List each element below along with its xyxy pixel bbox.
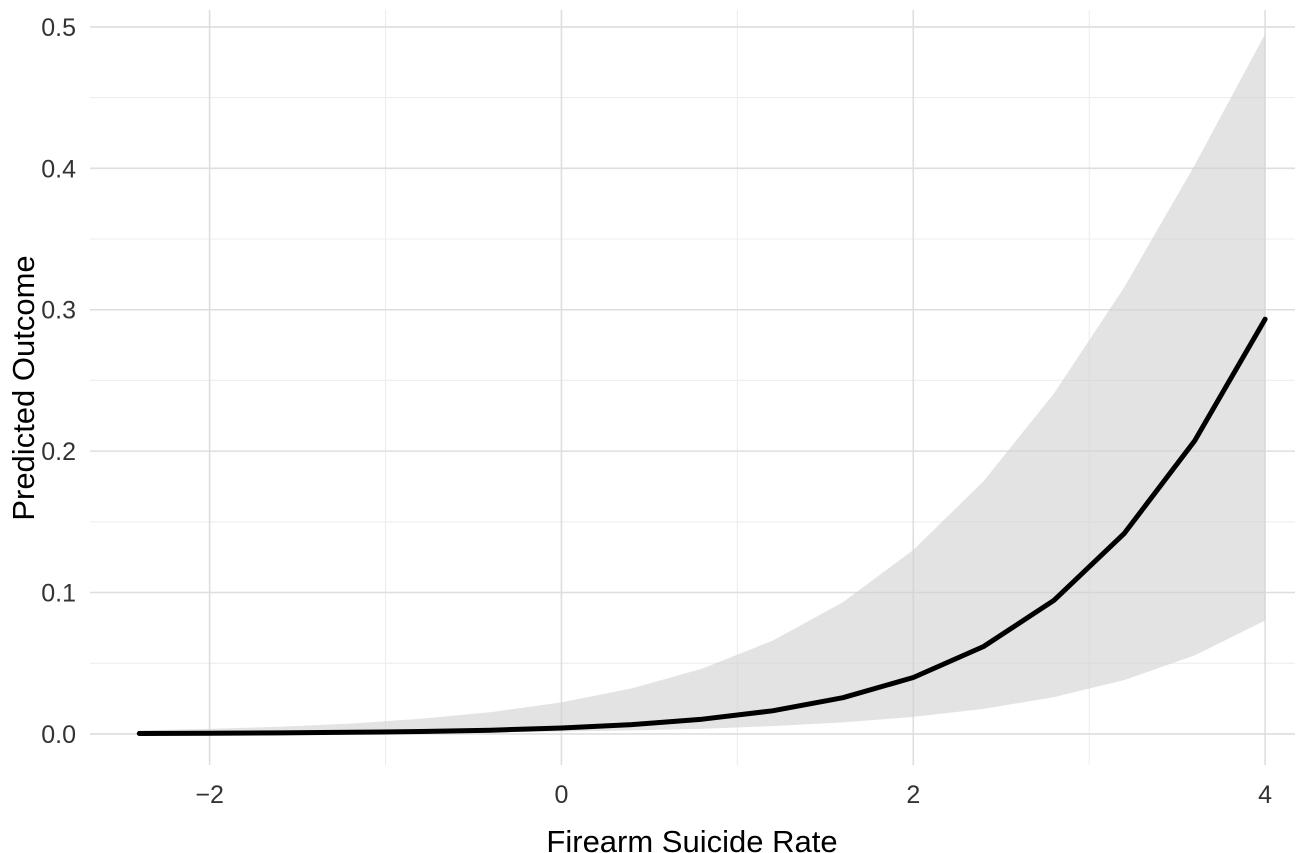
y-tick-label: 0.0	[41, 721, 76, 749]
fit-line	[136, 316, 1268, 736]
y-axis-label: Predicted Outcome	[6, 255, 41, 521]
y-tick-label: 0.2	[41, 438, 76, 466]
x-tick-label: −2	[195, 781, 224, 809]
y-tick-label: 0.3	[41, 297, 76, 325]
y-tick-label: 0.1	[41, 580, 76, 608]
x-tick-label: 2	[906, 781, 920, 809]
x-axis-label: Firearm Suicide Rate	[546, 824, 838, 853]
y-tick-label: 0.5	[41, 14, 76, 42]
confidence-band	[139, 34, 1266, 734]
y-tick-label: 0.4	[41, 155, 76, 183]
x-tick-label: 0	[554, 781, 568, 809]
x-tick-label: 4	[1258, 781, 1272, 809]
